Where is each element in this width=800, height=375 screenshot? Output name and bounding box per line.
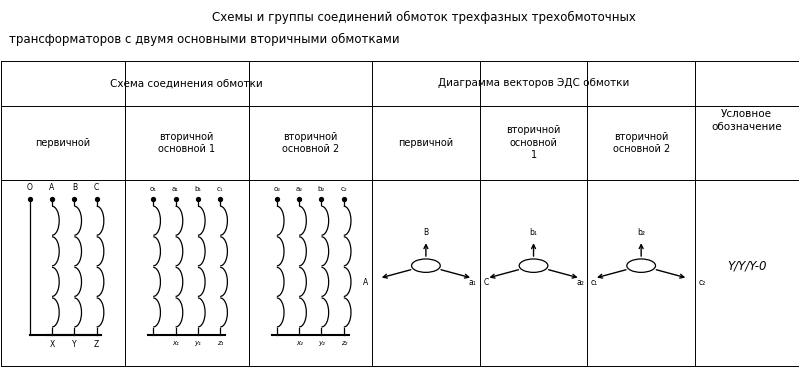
Text: b₂: b₂ xyxy=(318,186,325,192)
Text: c₁: c₁ xyxy=(590,278,598,286)
Text: b₂: b₂ xyxy=(637,228,645,237)
Text: Z: Z xyxy=(94,340,99,350)
Text: первичной: первичной xyxy=(36,138,90,148)
Text: b₁: b₁ xyxy=(194,186,202,192)
Text: первичной: первичной xyxy=(398,138,454,148)
Text: вторичной
основной 2: вторичной основной 2 xyxy=(282,132,339,154)
Text: Y: Y xyxy=(72,340,77,350)
Text: y₂: y₂ xyxy=(318,340,325,346)
Text: C: C xyxy=(484,278,490,286)
Text: Диаграмма векторов ЭДС обмотки: Диаграмма векторов ЭДС обмотки xyxy=(438,78,630,88)
Text: a₁: a₁ xyxy=(172,186,179,192)
Text: c₁: c₁ xyxy=(217,186,223,192)
Text: A: A xyxy=(50,183,54,192)
Text: b₁: b₁ xyxy=(530,228,538,237)
Text: Схема соединения обмотки: Схема соединения обмотки xyxy=(110,78,263,88)
Text: B: B xyxy=(72,183,77,192)
Text: Схемы и группы соединений обмоток трехфазных трехобмоточных: Схемы и группы соединений обмоток трехфа… xyxy=(212,11,636,24)
Text: o₁: o₁ xyxy=(150,186,157,192)
Text: B: B xyxy=(423,228,429,237)
Text: Y/Y/Y-0: Y/Y/Y-0 xyxy=(727,259,766,272)
Text: Условное
обозначение: Условное обозначение xyxy=(711,109,782,132)
Text: вторичной
основной 1: вторичной основной 1 xyxy=(158,132,215,154)
Text: x₂: x₂ xyxy=(296,340,302,346)
Text: C: C xyxy=(94,183,99,192)
Text: O: O xyxy=(26,183,33,192)
Text: a₁: a₁ xyxy=(469,278,477,286)
Text: трансформаторов с двумя основными вторичными обмотками: трансформаторов с двумя основными вторич… xyxy=(10,33,400,46)
Text: a₂: a₂ xyxy=(295,186,302,192)
Text: вторичной
основной
1: вторичной основной 1 xyxy=(506,125,561,160)
Text: o₂: o₂ xyxy=(274,186,280,192)
Text: A: A xyxy=(362,278,368,286)
Text: x₁: x₁ xyxy=(172,340,179,346)
Text: y₁: y₁ xyxy=(194,340,202,346)
Text: a₂: a₂ xyxy=(577,278,584,286)
Text: z₂: z₂ xyxy=(341,340,347,346)
Text: вторичной
основной 2: вторичной основной 2 xyxy=(613,132,670,154)
Text: c₂: c₂ xyxy=(341,186,347,192)
Text: z₁: z₁ xyxy=(217,340,223,346)
Text: X: X xyxy=(50,340,54,350)
Text: c₂: c₂ xyxy=(698,278,706,286)
